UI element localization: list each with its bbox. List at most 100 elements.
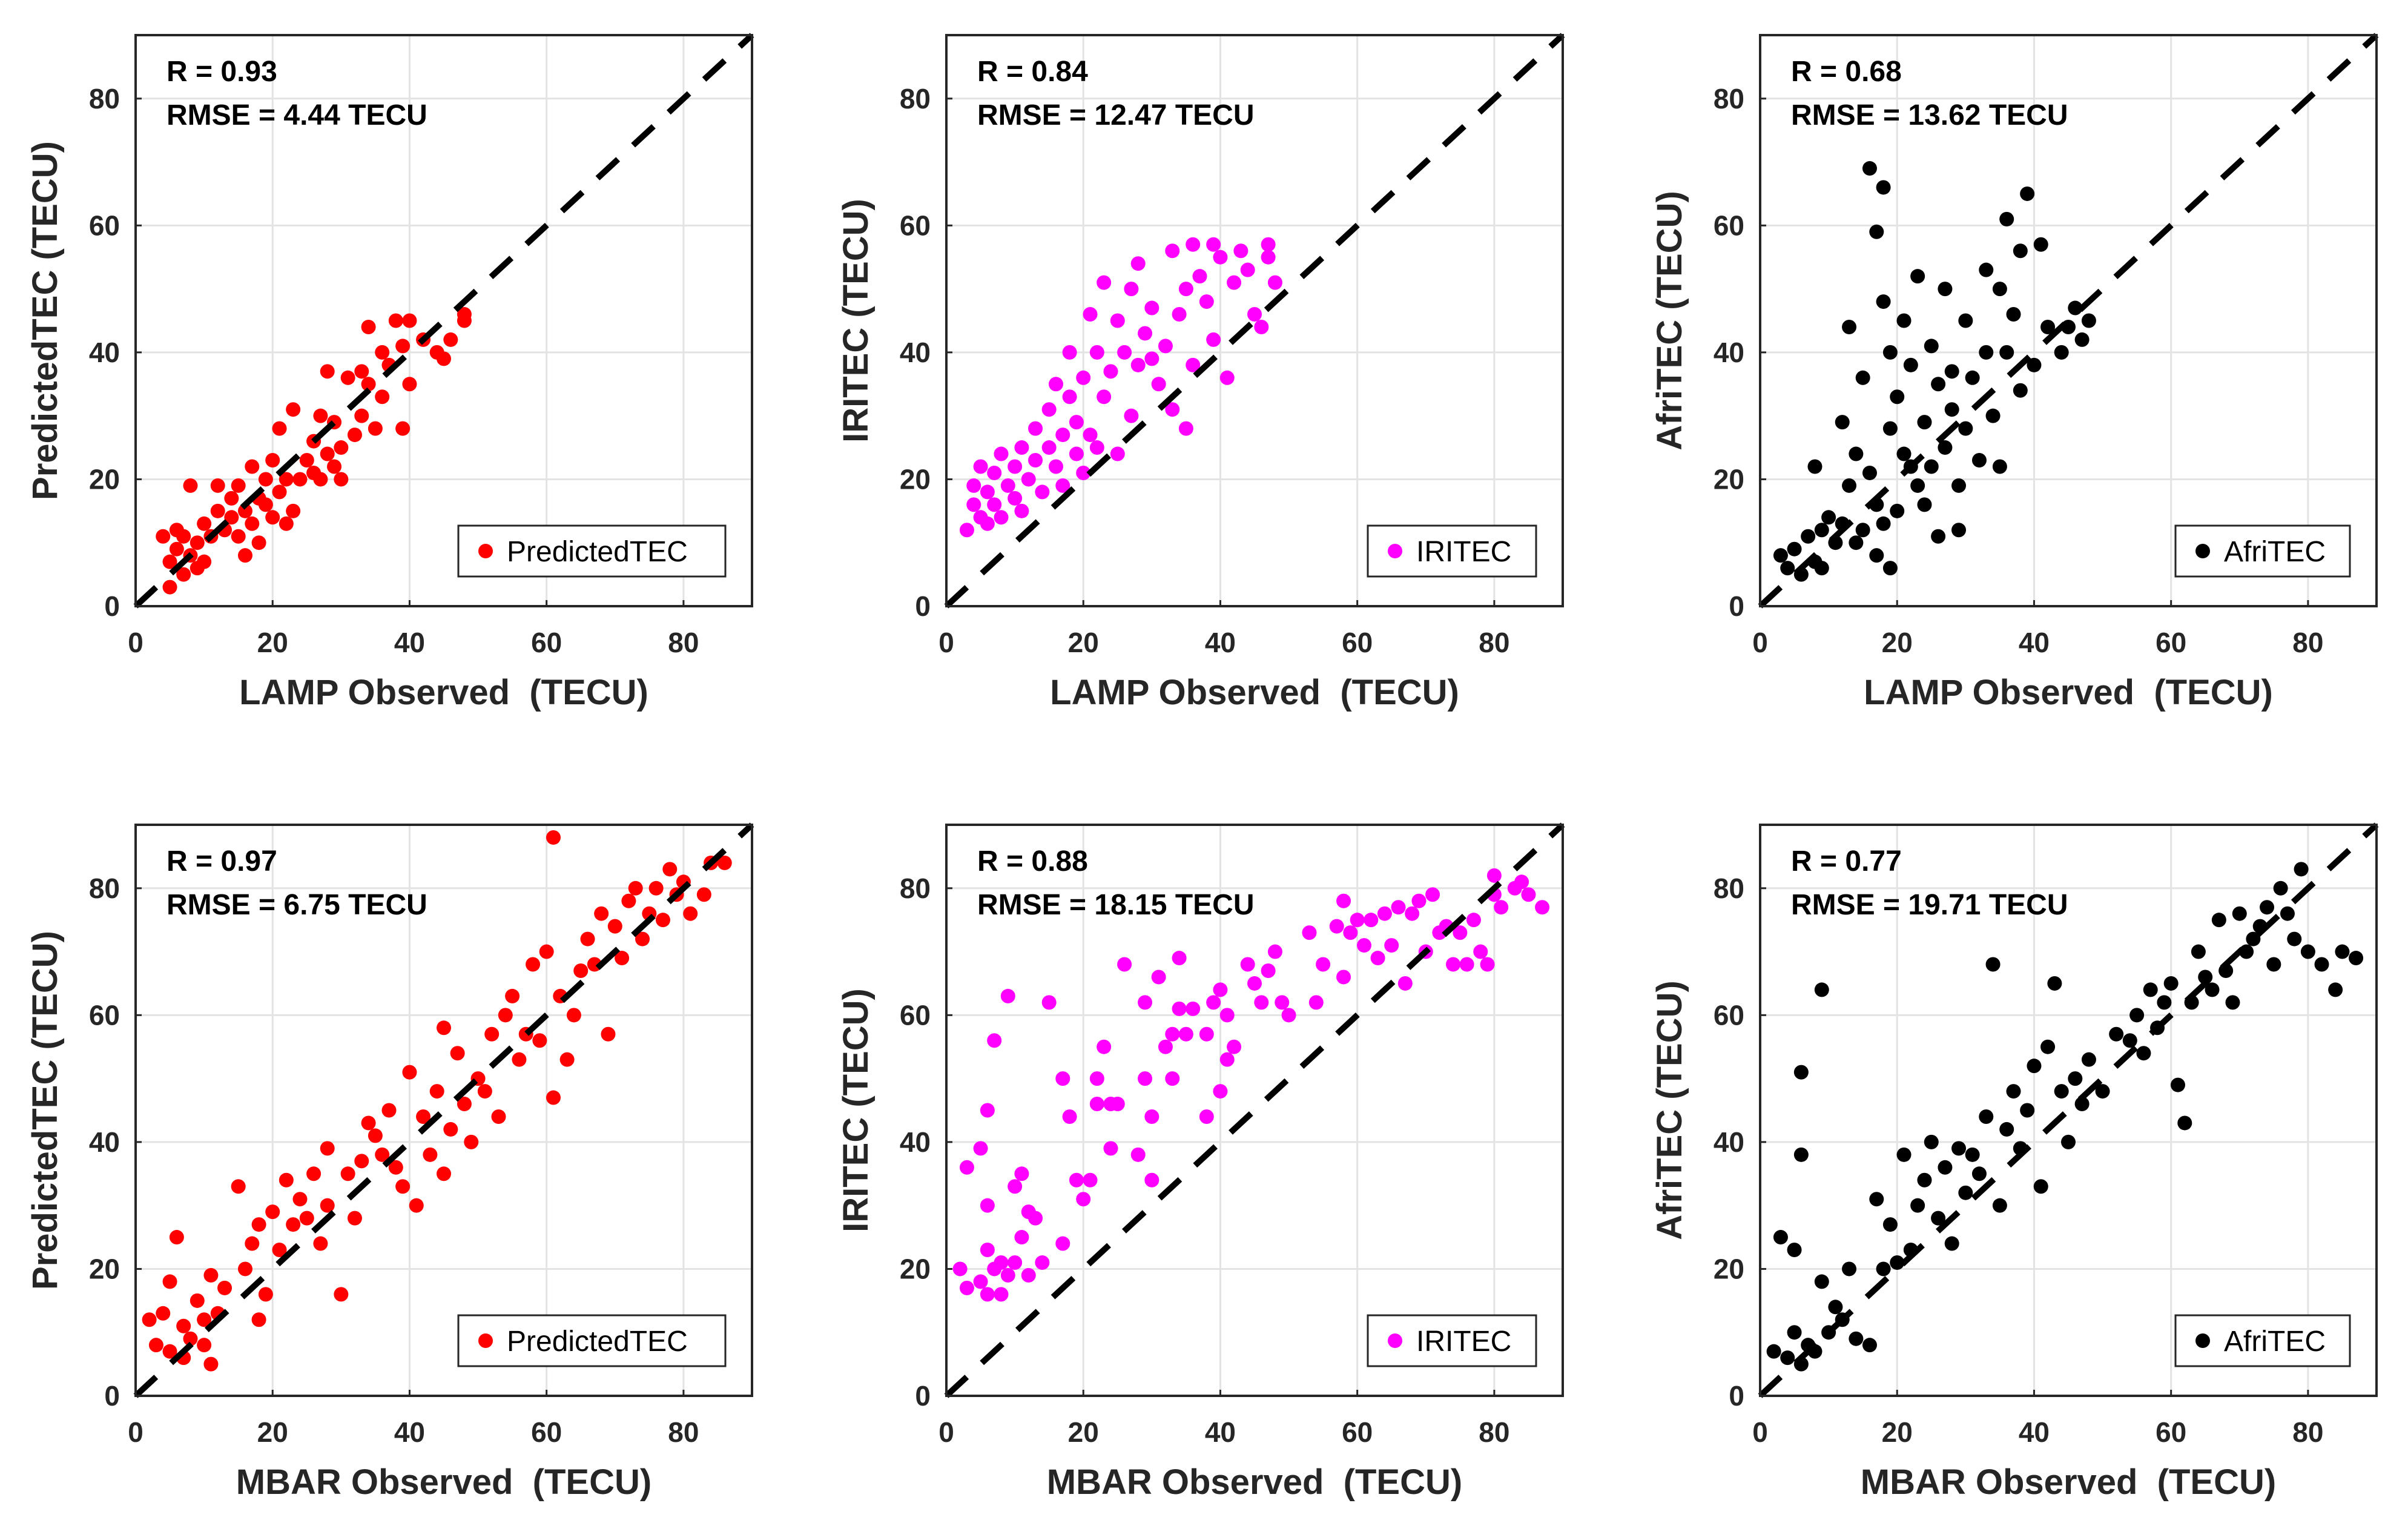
data-point [601, 1026, 616, 1042]
data-point [1110, 313, 1125, 328]
data-point [265, 453, 280, 468]
data-point [1951, 1141, 1967, 1156]
rmse-annotation: RMSE = 6.75 TECU [167, 889, 427, 921]
data-point [1958, 1185, 1973, 1200]
y-axis-label: PredictedTEC (TECU) [25, 141, 65, 500]
data-point [1069, 415, 1084, 430]
data-point [354, 364, 369, 379]
data-point [1254, 995, 1269, 1010]
data-point [162, 580, 177, 595]
data-point [1021, 472, 1036, 487]
data-point [559, 1052, 575, 1067]
data-point [973, 459, 988, 474]
data-point [354, 408, 369, 423]
data-point [1336, 970, 1351, 985]
data-point [1329, 919, 1344, 934]
legend-marker-icon [1388, 1333, 1402, 1348]
data-point [1535, 900, 1550, 915]
data-point [2260, 900, 2275, 915]
data-point [1951, 523, 1967, 538]
legend-label: IRITEC [1416, 1326, 1511, 1358]
data-point [2109, 1026, 2124, 1042]
rmse-annotation: RMSE = 19.71 TECU [1791, 889, 2068, 921]
y-tick-label: 60 [89, 210, 120, 241]
data-point [272, 1243, 287, 1258]
data-point [1083, 307, 1098, 322]
data-point [1944, 402, 1959, 417]
data-point [2170, 1077, 2185, 1092]
data-point [2068, 1071, 2083, 1086]
data-point [1773, 1230, 1788, 1245]
data-point [395, 339, 411, 354]
data-point [1206, 237, 1221, 252]
data-point [197, 554, 212, 569]
data-point [1876, 294, 1891, 309]
rmse-annotation: RMSE = 18.15 TECU [977, 889, 1255, 921]
data-point [1924, 1134, 1939, 1149]
data-point [1882, 561, 1898, 576]
data-point [169, 541, 184, 557]
data-point [1938, 440, 1953, 455]
data-point [169, 1230, 184, 1245]
r-annotation: R = 0.93 [167, 56, 277, 88]
data-point [966, 497, 981, 512]
data-point [2040, 1039, 2056, 1054]
data-point [512, 1052, 527, 1067]
data-point [1041, 402, 1057, 417]
data-point [1199, 1026, 1214, 1042]
data-point [1247, 976, 1262, 991]
x-tick-label: 20 [257, 627, 288, 658]
data-point [1890, 503, 1905, 518]
data-point [1227, 275, 1242, 290]
data-point [1076, 1192, 1091, 1207]
data-point [1069, 446, 1084, 461]
data-point [354, 1154, 369, 1169]
data-point [2081, 1052, 2096, 1067]
x-tick-label: 80 [1479, 627, 1509, 658]
data-point [566, 1008, 581, 1023]
legend: AfriTEC [2174, 524, 2351, 578]
x-tick-label: 0 [938, 627, 954, 658]
legend-label: PredictedTEC [507, 1326, 688, 1358]
data-point [484, 1026, 500, 1042]
data-point [1144, 1172, 1159, 1188]
y-tick-label: 60 [1714, 210, 1744, 241]
data-point [1931, 377, 1946, 392]
data-point [1089, 1097, 1104, 1112]
data-point [1766, 1344, 1781, 1359]
data-point [1979, 1109, 1994, 1124]
data-point [1814, 982, 1829, 997]
data-point [1931, 1211, 1946, 1226]
data-point [1089, 1071, 1104, 1086]
data-point [621, 893, 636, 908]
data-point [1459, 957, 1474, 972]
data-point [1938, 282, 1953, 297]
y-axis-label: PredictedTEC (TECU) [25, 931, 65, 1290]
data-point [1521, 887, 1536, 902]
data-point [1213, 1084, 1228, 1099]
y-tick-label: 0 [915, 590, 931, 622]
data-point [1876, 180, 1891, 195]
data-point [1000, 988, 1015, 1003]
data-point [1896, 313, 1912, 328]
reference-line-1to1 [1758, 33, 2379, 609]
data-point [292, 1192, 308, 1207]
data-point [416, 1109, 431, 1124]
data-point [183, 478, 198, 493]
legend: PredictedTEC [457, 524, 727, 578]
rmse-annotation: RMSE = 13.62 TECU [1791, 99, 2068, 131]
data-point [1931, 529, 1946, 544]
data-point [190, 535, 205, 550]
data-point [176, 567, 191, 582]
data-point [1971, 453, 1987, 468]
data-point [2136, 1046, 2151, 1061]
data-point [1076, 465, 1091, 480]
data-point [994, 510, 1009, 525]
data-point [286, 402, 301, 417]
y-tick-label: 40 [900, 337, 931, 368]
data-point [1192, 269, 1207, 284]
data-point [1062, 1109, 1077, 1124]
data-point [1103, 1141, 1118, 1156]
data-point [2061, 1134, 2076, 1149]
